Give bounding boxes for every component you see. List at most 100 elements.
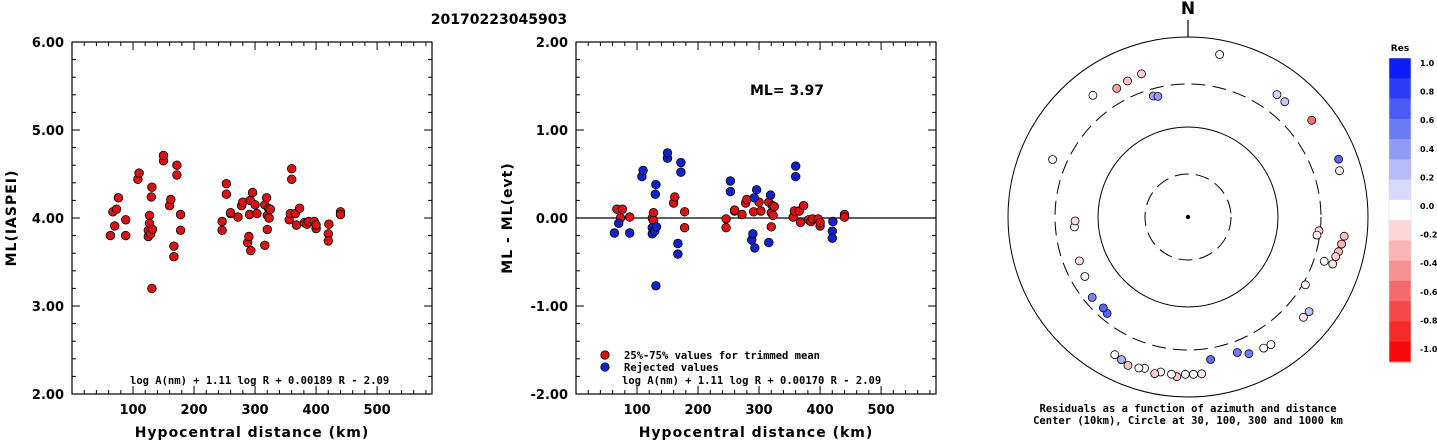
colorbar-swatch: [1389, 199, 1411, 221]
plot0-data-point: [246, 245, 256, 256]
plot0-data-point: [287, 163, 297, 174]
plot1-formula: log A(nm) + 1.11 log R + 0.00189 R - 2.0…: [130, 375, 389, 387]
plot1-data-point: [737, 209, 747, 220]
plot1-x-tick-label: 400: [806, 403, 833, 418]
polar-caption-line1: Residuals as a function of azimuth and d…: [1039, 403, 1336, 415]
plot1-data-point: [795, 217, 806, 228]
plot0-data-point: [311, 220, 321, 230]
ring-100km: [1097, 126, 1279, 308]
plot1-data-point: [721, 222, 731, 233]
plot1-data-point: [828, 216, 838, 227]
station-marker: [1048, 155, 1057, 164]
plot0-y-tick-label: 4.00: [32, 212, 64, 227]
plot0-data-point: [158, 150, 169, 161]
station-marker: [1123, 360, 1133, 370]
plot0-data-point: [111, 204, 122, 214]
plot0-data-point: [262, 224, 273, 235]
plot1-data-point: [676, 157, 686, 168]
plot0-data-point: [291, 220, 302, 230]
colorbar-tick-label: 0.8: [1420, 88, 1435, 97]
plot1-data-point: [791, 171, 801, 182]
plot1-y-axis-label: ML(IASPEI): [4, 170, 20, 267]
plot1-y-tick-label: -2.00: [531, 388, 568, 403]
plot0-data-point: [113, 193, 124, 203]
station-marker: [1232, 348, 1242, 357]
plot0-data-point: [172, 170, 182, 180]
plot1-data-point: [766, 222, 777, 232]
plot0-data-point: [221, 189, 232, 199]
colorbar-tick-label: -0.4: [1420, 259, 1437, 268]
plot1-data-point: [815, 217, 825, 228]
colorbar-tick-label: 0.4: [1420, 145, 1435, 154]
plot1-x-tick-label: 500: [868, 403, 895, 418]
plot0-data-point: [120, 215, 131, 225]
page-title: 20170223045903: [431, 12, 567, 28]
plot0-data-point: [250, 200, 260, 210]
colorbar-swatch: [1389, 341, 1411, 363]
station-marker: [1337, 239, 1346, 249]
plot1-y-tick-label: 0.00: [536, 212, 568, 227]
station-marker: [1244, 349, 1254, 359]
plot1-data-point: [827, 233, 838, 243]
plot0-data-point: [147, 224, 158, 235]
plot0-data-point: [166, 194, 176, 205]
plot0-data-point: [323, 236, 334, 246]
station-marker: [1087, 292, 1097, 302]
colorbar-tick-label: -0.8: [1420, 316, 1437, 325]
station-marker: [1266, 340, 1276, 350]
plot1-data-point: [750, 243, 760, 253]
station-marker: [1319, 256, 1329, 266]
plot1-ticks: 2.00 3.00 4.00 5.00 6.00 100 200 300 400 500: [32, 36, 432, 418]
plot0-y-tick-label: 2.00: [32, 388, 64, 403]
station-marker: [1312, 230, 1322, 240]
epicenter-marker: [1185, 214, 1191, 220]
plot0-data-point: [324, 219, 334, 229]
legend-marker-trimmed-mean: [600, 350, 610, 360]
ring-300km: [1054, 83, 1322, 351]
plot1-data-point: [749, 193, 759, 203]
colorbar-swatches: [1388, 57, 1412, 363]
station-marker: [1123, 76, 1132, 86]
station-marker: [1328, 259, 1338, 269]
plot0-data-point: [175, 225, 186, 236]
plot1-x-tick-label: 300: [745, 403, 772, 418]
plot2-ticks: -2.00 -1.00 0.00 1.00 2.00 100 200 300 400 500: [531, 36, 936, 418]
plot0-data-point: [261, 193, 272, 203]
plot0-data-point: [247, 187, 258, 198]
plot2-formula: log A(nm) + 1.11 log R + 0.00170 R - 2.0…: [622, 375, 881, 387]
plot1-data-point: [791, 161, 801, 171]
plot0-data-point: [147, 182, 157, 192]
plot1-data-point: [648, 207, 659, 218]
colorbar-frame: [1388, 57, 1412, 363]
plot1-data-point: [673, 238, 683, 249]
plot0-x-tick-label: 500: [364, 403, 391, 418]
colorbar-tick-label: -0.6: [1420, 288, 1437, 297]
plot1-data-point: [609, 228, 620, 238]
plot1-data-point: [679, 207, 690, 217]
station-marker: [1070, 216, 1080, 226]
station-marker: [1167, 369, 1176, 379]
station-marker: [1331, 252, 1341, 262]
plot1-data-point: [670, 192, 680, 202]
colorbar-swatch: [1389, 240, 1411, 262]
colorbar-swatch: [1389, 179, 1411, 201]
plot1-data-point: [625, 212, 635, 222]
station-marker: [1299, 312, 1308, 322]
station-marker: [1137, 69, 1146, 79]
plot2-y-axis-label: ML - ML(evt): [500, 162, 516, 273]
plot0-data-point: [265, 204, 276, 214]
colorbar-swatch: [1389, 280, 1411, 302]
station-marker: [1117, 355, 1126, 365]
plot0-data-point: [172, 160, 182, 170]
colorbar-swatch: [1389, 98, 1411, 120]
residual-vs-distance-panel: -2.00 -1.00 0.00 1.00 2.00 100 200 300 400 500 ML…: [500, 36, 937, 441]
station-marker: [1339, 231, 1349, 241]
magnitude-vs-distance-panel: 2.00 3.00 4.00 5.00 6.00 100 200 300 400 500 log …: [4, 36, 433, 441]
legend-label-rejected: Rejected values: [624, 362, 719, 374]
plot0-data-point: [287, 174, 297, 185]
station-marker: [1272, 90, 1282, 99]
colorbar-swatch: [1389, 260, 1411, 282]
plot1-data-point: [650, 189, 661, 199]
residual-colorbar: Res 1.0 0.8 0.6 0.4 0.2 0.0 -0.2 -0.4 -0.6 -0.8 -1…: [1388, 44, 1437, 363]
plot0-data-point: [217, 216, 227, 227]
